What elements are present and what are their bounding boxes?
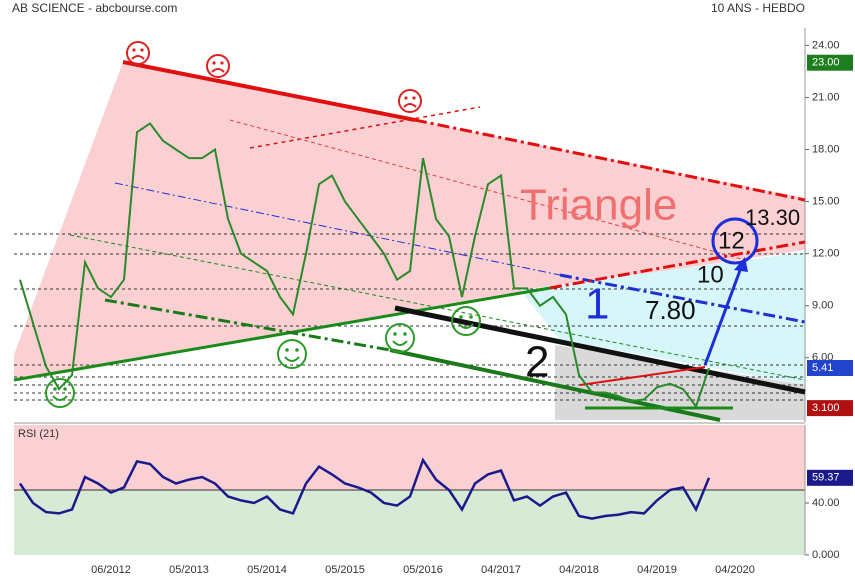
rsi-title: RSI (21) — [18, 428, 59, 440]
last-value-label: 5.41 — [812, 362, 833, 374]
annotation: 10 — [697, 261, 724, 288]
x-tick-label: 04/2020 — [715, 564, 755, 576]
x-tick-label: 05/2016 — [403, 564, 443, 576]
annotation: 13.30 — [745, 205, 800, 230]
y-tick-label: 9.00 — [812, 300, 833, 312]
annotation: 1 — [585, 280, 609, 329]
x-tick-label: 06/2012 — [91, 564, 131, 576]
x-tick-label: 05/2015 — [325, 564, 365, 576]
y-tick-label: 0.000 — [812, 549, 840, 561]
y-tick-label: 18.00 — [812, 143, 840, 155]
price-marker — [807, 400, 853, 417]
period: 10 ANS - HEBDO — [711, 1, 805, 15]
last-value-box — [807, 469, 853, 486]
y-tick-label: 24.00 — [812, 39, 840, 51]
annotation: 7.80 — [645, 295, 696, 325]
y-tick-label: 12.00 — [812, 248, 840, 260]
y-tick-label: 21.00 — [812, 91, 840, 103]
x-tick-label: 05/2014 — [247, 564, 287, 576]
series-line — [19, 122, 710, 409]
background-shapes — [14, 28, 806, 555]
y-tick-label: 15.00 — [812, 195, 840, 207]
y-tick-label: 40.00 — [812, 497, 840, 509]
last-value-label: 59.37 — [812, 472, 840, 484]
price-marker-label: 3.100 — [812, 402, 840, 414]
x-tick-label: 04/2019 — [637, 564, 677, 576]
annotation: 2 — [525, 338, 549, 387]
annotation: 12 — [718, 227, 745, 254]
price-marker-label: 23.00 — [812, 57, 840, 69]
last-value-box — [807, 360, 853, 377]
page-title: AB SCIENCE - abcbourse.com — [12, 1, 177, 15]
x-tick-label: 04/2018 — [559, 564, 599, 576]
annotation: Triangle — [520, 181, 677, 230]
price-marker — [807, 54, 853, 71]
trend-lines — [13, 60, 806, 422]
series-line — [18, 457, 711, 520]
x-tick-label: 04/2017 — [481, 564, 521, 576]
x-tick-label: 05/2013 — [169, 564, 209, 576]
